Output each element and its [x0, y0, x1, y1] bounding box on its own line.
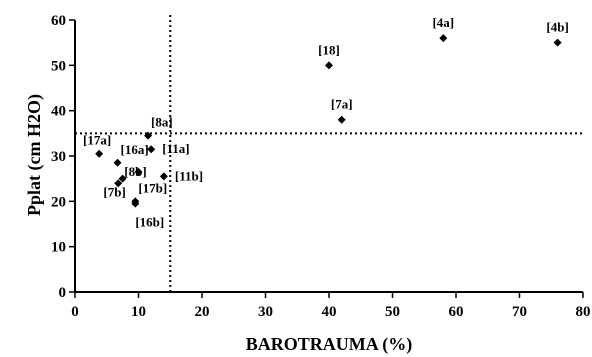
- point-label: [11b]: [175, 168, 203, 183]
- point-label: [18]: [318, 42, 340, 57]
- x-tick-label: 40: [322, 304, 337, 320]
- point-label: [8b]: [124, 164, 146, 179]
- x-tick-label: 10: [131, 304, 146, 320]
- point-label: [16a]: [121, 142, 149, 157]
- data-point: [439, 34, 448, 43]
- y-axis-label: Pplat (cm H2O): [24, 94, 45, 216]
- point-label: [7b]: [103, 185, 125, 200]
- point-label: [4b]: [546, 20, 568, 35]
- y-tick-label: 40: [51, 104, 66, 120]
- point-label: [7a]: [331, 97, 353, 112]
- y-tick-label: 30: [51, 149, 66, 165]
- x-tick-label: 50: [385, 304, 400, 320]
- y-tick-label: 0: [59, 285, 67, 301]
- point-label: [8a]: [151, 115, 173, 130]
- point-label: [17a]: [83, 133, 111, 148]
- x-tick-label: 0: [71, 304, 79, 320]
- data-point: [144, 131, 153, 140]
- data-point: [131, 199, 140, 208]
- y-tick-label: 50: [51, 58, 66, 74]
- data-point: [159, 172, 168, 181]
- point-label: [17b]: [138, 180, 167, 195]
- x-tick-label: 70: [512, 304, 527, 320]
- data-point: [325, 61, 333, 70]
- point-label: [16b]: [135, 215, 164, 230]
- data-point: [337, 115, 346, 124]
- data-point: [114, 179, 123, 188]
- x-tick-label: 60: [449, 304, 464, 320]
- x-tick-label: 30: [258, 304, 273, 320]
- axes: 0 10 20 30 40 50 60 0 10 20 30 40 50 60 70 80: [51, 13, 591, 320]
- point-labels: [4a] [4b][18][7a][8a][11a][17a][16a][8b][…: [83, 15, 569, 229]
- y-tick-label: 10: [51, 240, 66, 256]
- y-tick-label: 20: [51, 194, 66, 210]
- data-point: [95, 149, 104, 158]
- y-axis-title: Pplat (cm H2O): [24, 94, 45, 216]
- x-axis-label: BAROTRAUMA (%): [246, 334, 413, 355]
- data-point: [134, 167, 143, 176]
- point-label: [4a]: [432, 15, 454, 30]
- data-point: [113, 158, 122, 167]
- x-tick-label: 20: [195, 304, 210, 320]
- y-tick-label: 60: [51, 13, 66, 29]
- data-point: [147, 145, 156, 154]
- reference-lines: [75, 15, 583, 292]
- point-label: [11a]: [162, 141, 189, 156]
- data-point: [553, 38, 562, 47]
- data-point: [118, 174, 127, 183]
- data-points: [95, 34, 562, 208]
- x-tick-label: 80: [576, 304, 591, 320]
